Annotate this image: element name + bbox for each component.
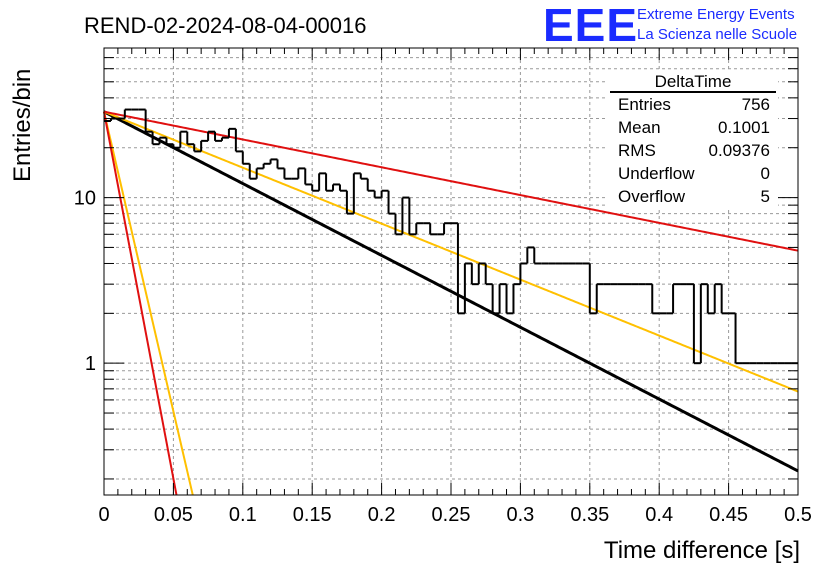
- x-tick-label: 0.15: [293, 504, 332, 526]
- histogram: [104, 108, 798, 365]
- x-tick-label: 0: [98, 504, 109, 526]
- stats-label-rms: RMS: [618, 141, 656, 160]
- stats-label-underflow: Underflow: [618, 164, 695, 183]
- y-tick-label: 1: [85, 353, 96, 375]
- stats-value-mean: 0.1001: [718, 118, 770, 137]
- fit-curve: [103, 110, 799, 252]
- logo-mark: EEE: [543, 0, 638, 51]
- fit-curves: [103, 110, 799, 496]
- stats-box-bg: [608, 72, 778, 208]
- axis-tick-labels: 0 0.05 0.1 0.15 0.2 0.25 0.3 0.35 0.4 0.45 0.5 1 10: [74, 188, 812, 526]
- x-tick-label: 0.3: [506, 504, 534, 526]
- x-tick-label: 0.2: [368, 504, 396, 526]
- x-tick-label: 0.4: [645, 504, 673, 526]
- x-tick-label: 0.45: [709, 504, 748, 526]
- x-tick-label: 0.35: [570, 504, 609, 526]
- stats-box-title: DeltaTime: [655, 72, 732, 91]
- fit-curve: [103, 110, 799, 393]
- stats-box: DeltaTime Entries 756 Mean 0.1001 RMS 0.…: [608, 72, 778, 208]
- y-tick-label: 10: [74, 188, 96, 210]
- stats-value-underflow: 0: [761, 164, 770, 183]
- x-tick-label: 0.25: [432, 504, 471, 526]
- x-axis-label: Time difference [s]: [604, 537, 800, 564]
- fit-curve: [103, 111, 194, 496]
- fit-curve: [103, 110, 799, 473]
- stats-value-entries: 756: [742, 95, 770, 114]
- stats-label-overflow: Overflow: [618, 187, 686, 206]
- axis-ticks: [103, 48, 799, 495]
- x-tick-label: 0.1: [229, 504, 257, 526]
- stats-label-entries: Entries: [618, 95, 671, 114]
- stats-value-overflow: 5: [761, 187, 770, 206]
- stats-label-mean: Mean: [618, 118, 661, 137]
- experiment-logo: EEE Extreme Energy Events La Scienza nel…: [543, 0, 797, 51]
- chart-title: REND-02-2024-08-04-00016: [84, 13, 367, 38]
- stats-value-rms: 0.09376: [709, 141, 770, 160]
- y-axis-label: Entries/bin: [9, 69, 36, 182]
- logo-line1: Extreme Energy Events: [637, 6, 795, 23]
- x-tick-label: 0.5: [784, 504, 812, 526]
- x-tick-label: 0.05: [154, 504, 193, 526]
- logo-line2: La Scienza nelle Scuole: [637, 26, 797, 43]
- fit-curve: [103, 111, 178, 496]
